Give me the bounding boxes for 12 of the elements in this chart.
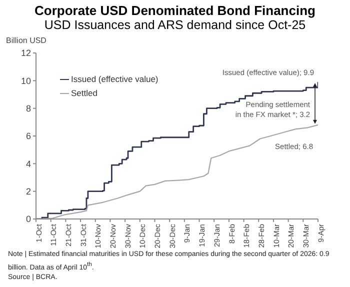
y-tick-label: 6: [26, 131, 31, 142]
chart-title: Corporate USD Denominated Bond Financing: [34, 2, 316, 18]
legend-label: Settled: [70, 87, 98, 100]
y-tick-label: 8: [26, 104, 31, 114]
y-tick-label: 2: [26, 186, 31, 197]
y-tick-label: 0: [26, 214, 31, 224]
y-tick-label: 12: [20, 48, 31, 58]
legend-label: Issued (effective value): [70, 73, 158, 86]
chart-subtitle: USD Issuances and ARS demand since Oct-25: [43, 18, 307, 32]
y-tick-label: 10: [20, 76, 31, 86]
y-axis-title: Billion USD: [6, 36, 47, 45]
y-tick-label: 4: [26, 158, 31, 169]
